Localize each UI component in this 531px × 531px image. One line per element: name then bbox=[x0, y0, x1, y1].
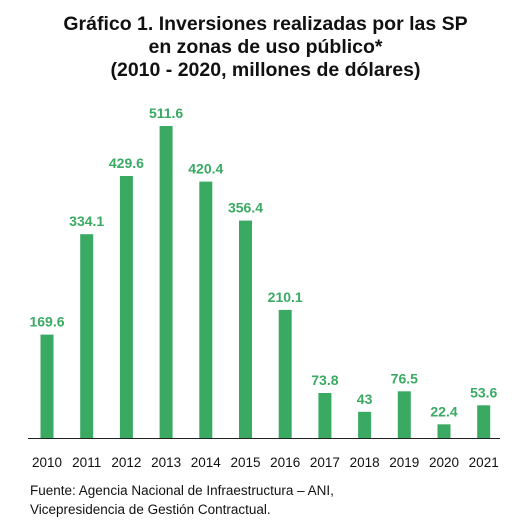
bar bbox=[318, 393, 332, 438]
x-tick-label: 2016 bbox=[270, 455, 300, 470]
data-label: 22.4 bbox=[430, 403, 457, 419]
data-label: 356.4 bbox=[228, 200, 263, 216]
x-tick-label: 2018 bbox=[350, 455, 380, 470]
x-tick-label: 2014 bbox=[191, 455, 222, 470]
chart-title-line-3: (2010 - 2020, millones de dólares) bbox=[110, 59, 421, 81]
data-label: 73.8 bbox=[311, 372, 338, 388]
bar bbox=[477, 405, 491, 438]
bar bbox=[278, 309, 292, 438]
data-label: 429.6 bbox=[109, 155, 144, 171]
source-line-1: Fuente: Agencia Nacional de Infraestruct… bbox=[30, 483, 334, 498]
bar bbox=[199, 181, 213, 438]
x-tick-label: 2011 bbox=[72, 455, 101, 470]
bar bbox=[239, 220, 252, 438]
chart-title: Gráfico 1. Inversiones realizadas por la… bbox=[0, 13, 531, 82]
bar bbox=[80, 234, 94, 438]
x-tick-label: 2020 bbox=[429, 455, 459, 470]
x-tick-label: 2021 bbox=[469, 455, 499, 470]
data-label: 43 bbox=[357, 391, 373, 407]
data-label: 210.1 bbox=[268, 289, 303, 305]
bar bbox=[159, 126, 173, 438]
x-tick-label: 2010 bbox=[32, 455, 62, 470]
x-tick-label: 2015 bbox=[230, 455, 260, 470]
data-label: 53.6 bbox=[470, 384, 497, 400]
source-line-2: Vicepresidencia de Gestión Contractual. bbox=[30, 502, 271, 517]
x-tick-label: 2017 bbox=[310, 455, 340, 470]
bar bbox=[437, 424, 451, 438]
x-tick-label: 2019 bbox=[389, 455, 419, 470]
data-label: 334.1 bbox=[69, 213, 104, 229]
x-tick-label: 2013 bbox=[151, 455, 181, 470]
chart-title-line-2: en zonas de uso público* bbox=[148, 36, 383, 58]
data-label: 511.6 bbox=[149, 105, 183, 121]
chart-source: Fuente: Agencia Nacional de Infraestruct… bbox=[30, 481, 334, 519]
bar bbox=[397, 391, 411, 438]
bar bbox=[119, 176, 133, 438]
data-label: 169.6 bbox=[29, 314, 64, 330]
bar bbox=[358, 411, 372, 438]
bar bbox=[40, 334, 54, 438]
data-label: 76.5 bbox=[391, 370, 418, 386]
chart-title-line-1: Gráfico 1. Inversiones realizadas por la… bbox=[63, 13, 468, 35]
data-label: 420.4 bbox=[188, 161, 223, 177]
x-tick-label: 2012 bbox=[111, 455, 141, 470]
